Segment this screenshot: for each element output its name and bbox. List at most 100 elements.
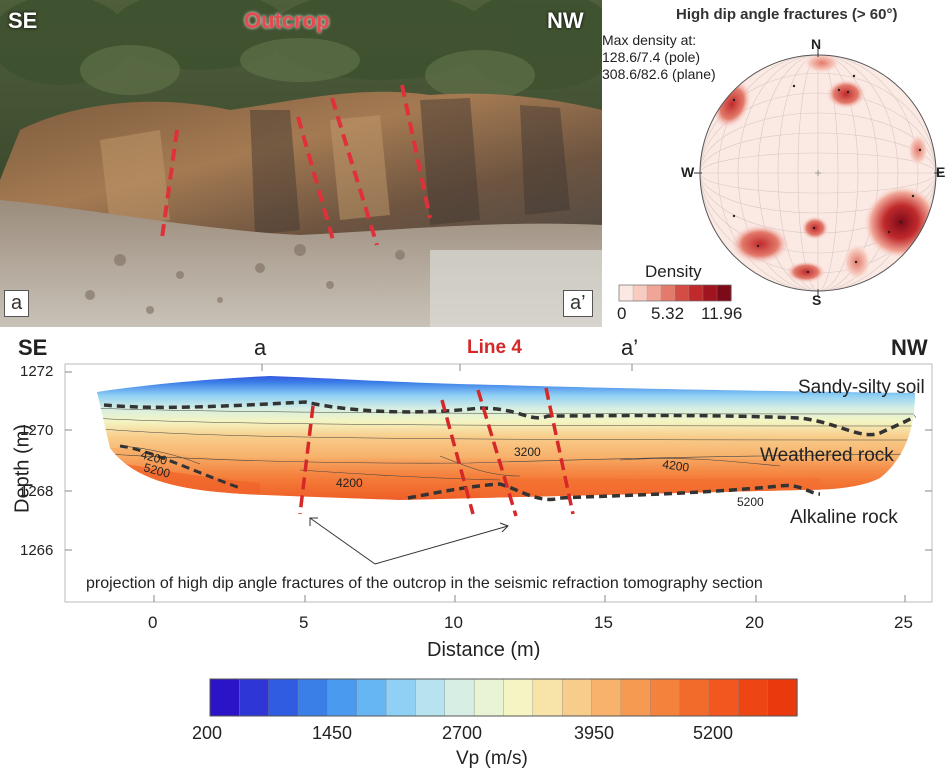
- vp-colorbar-swatch: [268, 678, 299, 717]
- vp-colorbar-swatch: [532, 678, 563, 717]
- vp-colorbar-swatch: [650, 678, 681, 717]
- density-colorbar-swatch: [632, 284, 648, 302]
- vp-tick: 1450: [312, 723, 353, 743]
- vp-colorbar-swatch: [620, 678, 651, 717]
- seismic-section-panel: SE a Line 4 a’ NW: [0, 328, 948, 668]
- density-colorbar-swatch: [688, 284, 704, 302]
- fracture-traces: [160, 84, 432, 246]
- photo-corner-a-prime: a’: [563, 290, 593, 317]
- fracture-projections: [298, 387, 575, 517]
- stereonet-dir-n: N: [811, 36, 822, 52]
- contour-label: 4200: [336, 476, 363, 490]
- projection-annotation: projection of high dip angle fractures o…: [86, 575, 763, 592]
- vp-colorbar-panel: 200 1450 2700 3950 5200 Vp (m/s): [180, 672, 820, 772]
- contour-label: 5200: [142, 460, 172, 481]
- density-colorbar-swatch: [716, 284, 732, 302]
- stereonet-dir-w: W: [681, 164, 695, 180]
- layer-label-soil: Sandy-silty soil: [798, 377, 925, 398]
- photo-label-se: SE: [8, 8, 38, 33]
- fracture-projection: [298, 405, 315, 515]
- stereonet-note-line: 128.6/7.4 (pole): [602, 49, 701, 65]
- photo-label-nw: NW: [547, 8, 584, 33]
- vp-title: Vp (m/s): [456, 748, 528, 769]
- vp-tick: 200: [192, 723, 223, 743]
- section-label-se: SE: [18, 335, 48, 360]
- vp-tick: 5200: [693, 723, 734, 743]
- density-tick: 0: [617, 304, 627, 323]
- contour-label: 4200: [139, 447, 169, 468]
- vp-colorbar-swatch: [679, 678, 710, 717]
- outcrop-photo-panel: SE Outcrop NW a a’: [0, 0, 602, 327]
- section-label-a: a: [254, 335, 267, 360]
- y-tick-label: 1270: [20, 422, 54, 439]
- vp-colorbar-swatch: [209, 678, 241, 717]
- layer-label-weathered: Weathered rock: [760, 445, 894, 466]
- stereonet-dir-e: E: [936, 164, 946, 180]
- x-tick-label: 25: [894, 613, 913, 632]
- vp-colorbar: [209, 678, 798, 717]
- y-tick-label: 1272: [20, 363, 54, 380]
- x-axis-label: Distance (m): [427, 639, 541, 661]
- fracture-trace: [296, 116, 335, 241]
- vp-colorbar-swatch: [297, 678, 329, 717]
- contour-label: 4200: [662, 457, 691, 475]
- axis-ticks: [65, 364, 932, 602]
- density-colorbar-swatch: [660, 284, 676, 302]
- x-tick-label: 5: [299, 613, 309, 632]
- density-colorbar-swatch: [618, 284, 634, 302]
- fracture-trace: [330, 97, 379, 246]
- stereonet-note-line: 308.6/82.6 (plane): [602, 66, 716, 82]
- density-colorbar-swatch: [702, 284, 718, 302]
- stereonet-title: High dip angle fractures (> 60°): [676, 6, 898, 23]
- vp-colorbar-swatch: [356, 678, 387, 717]
- fracture-trace: [400, 84, 432, 219]
- density-colorbar: [618, 284, 732, 302]
- vp-colorbar-swatch: [562, 678, 593, 717]
- vp-colorbar-swatch: [415, 678, 446, 717]
- vp-colorbar-swatch: [708, 678, 740, 717]
- section-label-a-prime: a’: [621, 335, 639, 360]
- density-tick: 5.32: [651, 304, 685, 323]
- vp-colorbar-swatch: [327, 678, 358, 717]
- stereonet-dir-s: S: [812, 292, 822, 308]
- layer-label-alkaline: Alkaline rock: [790, 507, 898, 528]
- vp-colorbar-swatch: [239, 678, 270, 717]
- contour-label: 3200: [514, 445, 541, 459]
- stereonet-panel: High dip angle fractures (> 60°) Max den…: [598, 0, 948, 330]
- fracture-projection: [544, 387, 575, 515]
- vp-colorbar-swatch: [767, 678, 798, 717]
- density-colorbar-swatch: [646, 284, 662, 302]
- stereonet-note-line: Max density at:: [602, 32, 697, 48]
- photo-label-outcrop: Outcrop: [244, 8, 330, 33]
- x-tick-label: 15: [594, 613, 613, 632]
- vp-colorbar-swatch: [444, 678, 475, 717]
- x-tick-label: 10: [444, 613, 463, 632]
- outcrop-photo: [0, 0, 602, 327]
- tomography-chart: 4200 5200 4200 3200 4200 5200: [64, 363, 933, 603]
- vp-tick: 3950: [574, 723, 615, 743]
- x-tick-label: 20: [745, 613, 764, 632]
- y-tick-label: 1266: [20, 542, 54, 559]
- y-tick-label: 1268: [20, 483, 54, 500]
- vp-colorbar-swatch: [591, 678, 622, 717]
- section-label-line: Line 4: [467, 337, 522, 358]
- vp-colorbar-swatch: [473, 678, 505, 717]
- density-title: Density: [645, 262, 702, 281]
- vp-colorbar-swatch: [738, 678, 769, 717]
- vp-colorbar-swatch: [385, 678, 417, 717]
- section-label-nw: NW: [891, 335, 928, 360]
- fracture-projection: [440, 399, 475, 515]
- contour-labels: 4200 5200 4200 3200 4200 5200: [139, 445, 764, 509]
- x-tick-label: 0: [148, 613, 158, 632]
- stereonet-note: Max density at: 128.6/7.4 (pole) 308.6/8…: [602, 32, 716, 83]
- y-axis-label: Depth (m): [11, 424, 34, 513]
- vp-colorbar-swatch: [503, 678, 534, 717]
- fracture-projection: [476, 389, 518, 517]
- density-tick: 11.96: [701, 304, 743, 323]
- contour-label: 5200: [737, 495, 764, 509]
- annotation-arrows: [309, 517, 509, 565]
- density-colorbar-swatch: [674, 284, 690, 302]
- photo-corner-a: a: [4, 290, 30, 317]
- stereonet-plot: [618, 49, 942, 302]
- vp-tick: 2700: [442, 723, 483, 743]
